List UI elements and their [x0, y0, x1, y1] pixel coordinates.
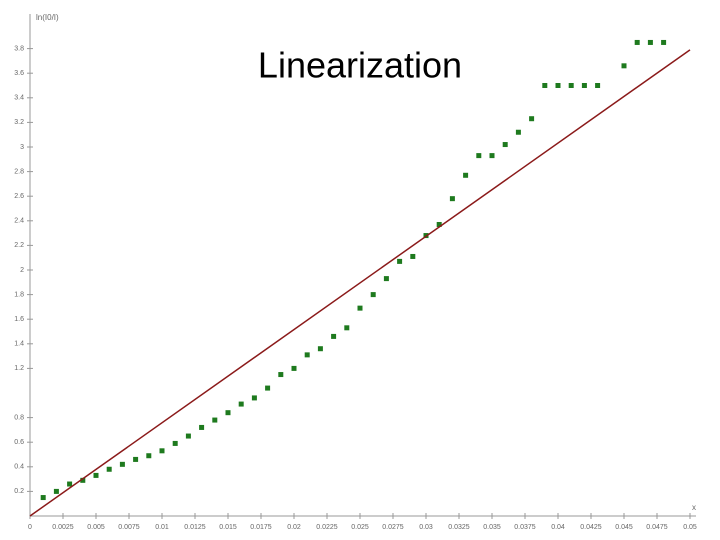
x-tick-label: 0.0225	[316, 524, 338, 531]
data-point	[265, 385, 271, 391]
data-point	[331, 333, 337, 339]
x-tick-label: 0	[28, 524, 32, 531]
chart-title: Linearization	[258, 45, 462, 86]
data-point	[581, 83, 587, 88]
data-point	[383, 276, 389, 282]
data-point	[133, 456, 139, 462]
x-tick-label: 0.03	[419, 524, 433, 531]
y-tick-label: 3.6	[14, 70, 24, 77]
data-point	[225, 410, 231, 416]
data-point	[634, 39, 640, 45]
data-point	[185, 433, 191, 439]
data-point	[344, 325, 350, 331]
y-axis-label: ln(I0/I)	[36, 13, 59, 22]
data-point	[357, 305, 363, 311]
data-point	[515, 129, 521, 135]
data-point	[555, 83, 561, 88]
y-tick-label: 0.4	[14, 464, 24, 471]
x-tick-label: 0.01	[155, 524, 169, 531]
y-tick-label: 3.4	[14, 95, 24, 102]
data-point	[370, 292, 376, 298]
data-point	[489, 153, 495, 159]
data-point	[317, 346, 323, 352]
data-point	[93, 472, 99, 478]
data-point	[278, 372, 284, 378]
data-point	[80, 477, 86, 483]
data-point	[568, 83, 574, 88]
data-point	[199, 424, 205, 430]
x-tick-label: 0.025	[351, 524, 369, 531]
y-tick-label: 3	[20, 144, 24, 151]
data-point	[542, 83, 548, 88]
data-point	[463, 172, 469, 178]
data-point	[212, 417, 218, 423]
data-point	[502, 142, 508, 148]
x-tick-label: 0.0275	[382, 524, 404, 531]
y-tick-label: 2.2	[14, 242, 24, 249]
data-point	[304, 352, 310, 358]
y-tick-label: 1.8	[14, 291, 24, 298]
data-point	[119, 461, 125, 467]
x-tick-label: 0.045	[615, 524, 633, 531]
x-tick-label: 0.0025	[52, 524, 74, 531]
x-tick-label: 0.035	[483, 524, 501, 531]
y-tick-label: 1.4	[14, 341, 24, 348]
data-point	[67, 481, 73, 487]
data-point	[106, 466, 112, 472]
y-tick-label: 1.2	[14, 365, 24, 372]
y-tick-label: 3.8	[14, 45, 24, 52]
data-point	[436, 221, 442, 227]
data-point	[647, 39, 653, 45]
data-point	[449, 196, 455, 202]
data-point	[621, 63, 627, 69]
data-point	[53, 488, 59, 494]
x-tick-label: 0.0425	[580, 524, 602, 531]
x-tick-label: 0.0175	[250, 524, 272, 531]
x-axis-label: x	[692, 503, 696, 512]
data-point	[172, 440, 178, 446]
data-point	[238, 401, 244, 407]
y-tick-label: 3.2	[14, 119, 24, 126]
x-tick-label: 0.04	[551, 524, 565, 531]
x-tick-label: 0.0075	[118, 524, 140, 531]
data-point	[397, 258, 403, 264]
data-point	[529, 116, 535, 122]
x-tick-label: 0.0125	[184, 524, 206, 531]
data-point	[661, 39, 667, 45]
x-tick-label: 0.05	[683, 524, 697, 531]
x-tick-label: 0.005	[87, 524, 105, 531]
data-point	[595, 83, 601, 88]
data-point	[410, 253, 416, 259]
y-tick-label: 0.2	[14, 488, 24, 495]
data-point	[291, 365, 297, 371]
data-point	[40, 495, 46, 501]
y-tick-label: 2.8	[14, 168, 24, 175]
x-tick-label: 0.0375	[514, 524, 536, 531]
y-tick-label: 0.6	[14, 439, 24, 446]
x-tick-label: 0.0325	[448, 524, 470, 531]
x-tick-label: 0.0475	[646, 524, 668, 531]
data-point	[251, 395, 257, 401]
data-point	[159, 448, 165, 454]
y-tick-label: 2.4	[14, 218, 24, 225]
fit-line	[29, 49, 691, 517]
y-tick-label: 2	[20, 267, 24, 274]
y-tick-label: 1.6	[14, 316, 24, 323]
x-tick-label: 0.02	[287, 524, 301, 531]
y-tick-label: 0.8	[14, 414, 24, 421]
data-point	[146, 453, 152, 459]
x-tick-label: 0.015	[219, 524, 237, 531]
data-point	[476, 153, 482, 159]
y-tick-label: 2.6	[14, 193, 24, 200]
